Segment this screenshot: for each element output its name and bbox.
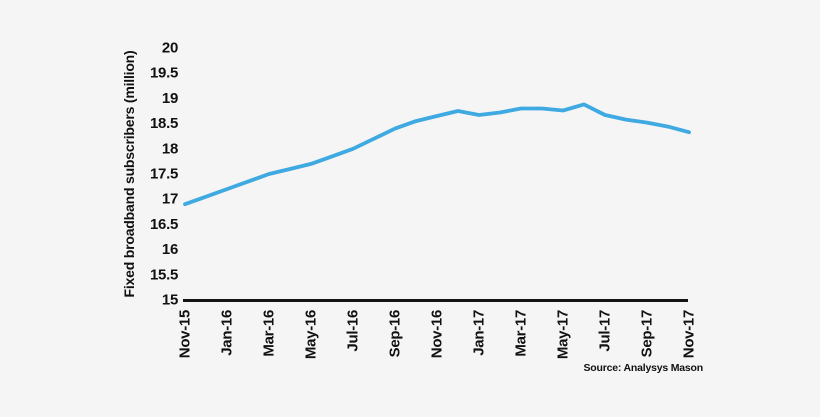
x-tick-label: May-16	[303, 310, 320, 359]
y-tick-label: 16	[162, 241, 178, 258]
x-tick-label: Sep-17	[639, 310, 656, 357]
x-tick-label: Jul-16	[345, 310, 362, 352]
y-tick-label: 15	[162, 292, 178, 309]
x-tick-label: Nov-15	[177, 310, 194, 358]
x-tick-label: Sep-16	[387, 310, 404, 357]
source-note: Source: Analysys Mason	[583, 362, 703, 374]
x-tick-label: Jan-16	[219, 310, 236, 356]
y-tick-label: 20	[162, 40, 178, 57]
y-tick-label: 17	[162, 191, 178, 208]
subscribers-line	[183, 102, 691, 207]
x-tick-label: Mar-17	[513, 310, 530, 357]
y-axis-title: Fixed broadband subscribers (million)	[121, 51, 137, 298]
x-tick-label: May-17	[555, 310, 572, 359]
x-tick-label: Mar-16	[261, 310, 278, 357]
y-tick-label: 18	[162, 140, 178, 157]
x-tick-label: Nov-16	[429, 310, 446, 358]
x-tick-label: Nov-17	[681, 310, 698, 358]
y-tick-label: 18.5	[150, 115, 178, 132]
data-series	[183, 102, 691, 302]
y-tick-label: 16.5	[150, 216, 178, 233]
y-tick-label: 19	[162, 90, 178, 107]
y-axis-tick-labels: 20 19.5 19 18.5 18 17.5 17 16.5 16 15.5 15	[150, 40, 178, 309]
y-tick-label: 19.5	[150, 65, 178, 82]
y-tick-label: 15.5	[150, 266, 178, 283]
x-axis-tick-labels: Nov-15 Jan-16 Mar-16 May-16 Jul-16 Sep-16 Nov-…	[177, 310, 698, 359]
x-tick-label: Jul-17	[597, 310, 614, 352]
x-tick-label: Jan-17	[471, 310, 488, 356]
y-tick-label: 17.5	[150, 166, 178, 183]
